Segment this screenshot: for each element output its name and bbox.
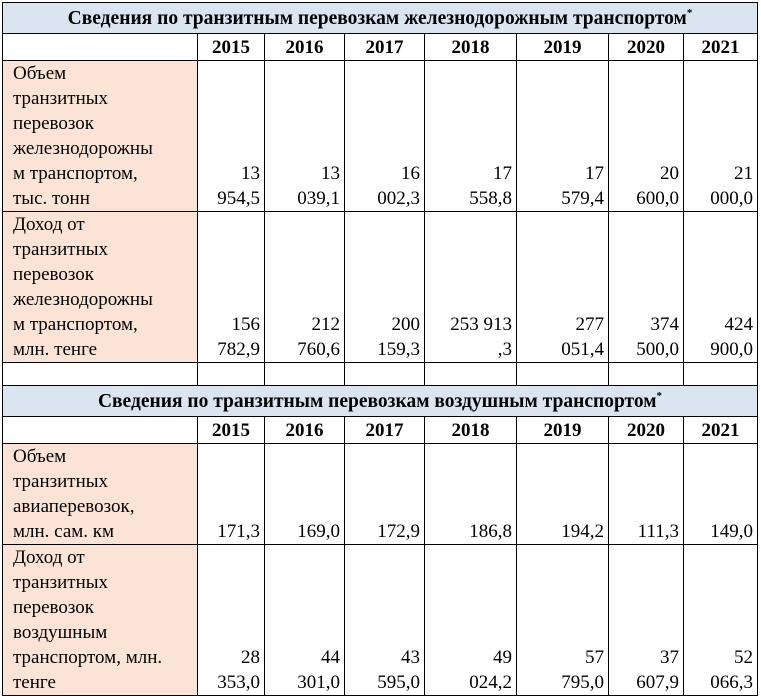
rail-volume-value: 13 039,1: [264, 60, 345, 212]
rail-volume-value: 17 558,8: [424, 60, 517, 212]
rail-volume-value: 20 600,0: [608, 60, 684, 212]
rail-income-value: 156 782,9: [197, 211, 265, 363]
rail-year-header: 2020: [608, 33, 684, 61]
air-income-row: Доход от транзитных перевозок воздушным …: [2, 544, 758, 696]
rail-year-header: 2016: [264, 33, 345, 61]
spacer-cell: [683, 362, 758, 386]
air-volume-value: 171,3: [197, 443, 265, 545]
air-title-text: Сведения по транзитным перевозкам воздуш…: [97, 390, 657, 412]
air-year-header: 2017: [344, 416, 425, 444]
air-title-footnote-mark: *: [656, 389, 663, 402]
air-volume-value: 169,0: [264, 443, 345, 545]
rail-income-value: 212 760,6: [264, 211, 345, 363]
rail-year-header: 2019: [516, 33, 609, 61]
rail-title-text: Сведения по транзитным перевозкам железн…: [67, 7, 687, 29]
air-volume-label: Объем транзитных авиаперевозок, млн. сам…: [2, 443, 198, 545]
air-title-row: Сведения по транзитным перевозкам воздуш…: [2, 385, 758, 417]
spacer-cell: [516, 362, 609, 386]
rail-income-row: Доход от транзитных перевозок железнодор…: [2, 211, 758, 363]
air-income-value: 57 795,0: [516, 544, 609, 696]
section-spacer-row: [2, 362, 758, 386]
rail-volume-value: 13 954,5: [197, 60, 265, 212]
rail-volume-label: Объем транзитных перевозок железнодорожн…: [2, 60, 198, 212]
spacer-cell: [344, 362, 425, 386]
rail-volume-value: 21 000,0: [683, 60, 758, 212]
air-year-header-row: 2015 2016 2017 2018 2019 2020 2021: [2, 416, 758, 444]
air-year-header: 2021: [683, 416, 758, 444]
air-year-header: 2018: [424, 416, 517, 444]
air-volume-row: Объем транзитных авиаперевозок, млн. сам…: [2, 443, 758, 545]
air-income-value: 52 066,3: [683, 544, 758, 696]
rail-volume-row: Объем транзитных перевозок железнодорожн…: [2, 60, 758, 212]
rail-income-value: 374 500,0: [608, 211, 684, 363]
rail-header-blank-cell: [2, 33, 198, 61]
air-year-header: 2020: [608, 416, 684, 444]
air-volume-value: 194,2: [516, 443, 609, 545]
spacer-cell: [197, 362, 265, 386]
air-header-blank-cell: [2, 416, 198, 444]
air-volume-value: 186,8: [424, 443, 517, 545]
air-income-value: 28 353,0: [197, 544, 265, 696]
rail-year-header: 2018: [424, 33, 517, 61]
spacer-cell: [608, 362, 684, 386]
air-income-value: 37 607,9: [608, 544, 684, 696]
rail-year-header: 2017: [344, 33, 425, 61]
rail-income-value: 424 900,0: [683, 211, 758, 363]
air-income-value: 43 595,0: [344, 544, 425, 696]
air-volume-value: 111,3: [608, 443, 684, 545]
rail-income-value: 253 913 ,3: [424, 211, 517, 363]
rail-volume-value: 17 579,4: [516, 60, 609, 212]
rail-year-header: 2021: [683, 33, 758, 61]
spacer-cell: [2, 362, 198, 386]
air-income-value: 44 301,0: [264, 544, 345, 696]
air-volume-value: 149,0: [683, 443, 758, 545]
rail-title-footnote-mark: *: [686, 6, 693, 19]
air-volume-value: 172,9: [344, 443, 425, 545]
rail-volume-value: 16 002,3: [344, 60, 425, 212]
air-section-title: Сведения по транзитным перевозкам воздуш…: [2, 385, 758, 417]
spacer-cell: [424, 362, 517, 386]
rail-income-value: 277 051,4: [516, 211, 609, 363]
rail-year-header-row: 2015 2016 2017 2018 2019 2020 2021: [2, 33, 758, 61]
air-year-header: 2015: [197, 416, 265, 444]
rail-income-value: 200 159,3: [344, 211, 425, 363]
rail-year-header: 2015: [197, 33, 265, 61]
spacer-cell: [264, 362, 345, 386]
rail-title-row: Сведения по транзитным перевозкам железн…: [2, 2, 758, 34]
air-income-value: 49 024,2: [424, 544, 517, 696]
air-year-header: 2019: [516, 416, 609, 444]
rail-section-title: Сведения по транзитным перевозкам железн…: [2, 2, 758, 34]
air-year-header: 2016: [264, 416, 345, 444]
rail-income-label: Доход от транзитных перевозок железнодор…: [2, 211, 198, 363]
air-income-label: Доход от транзитных перевозок воздушным …: [2, 544, 198, 696]
